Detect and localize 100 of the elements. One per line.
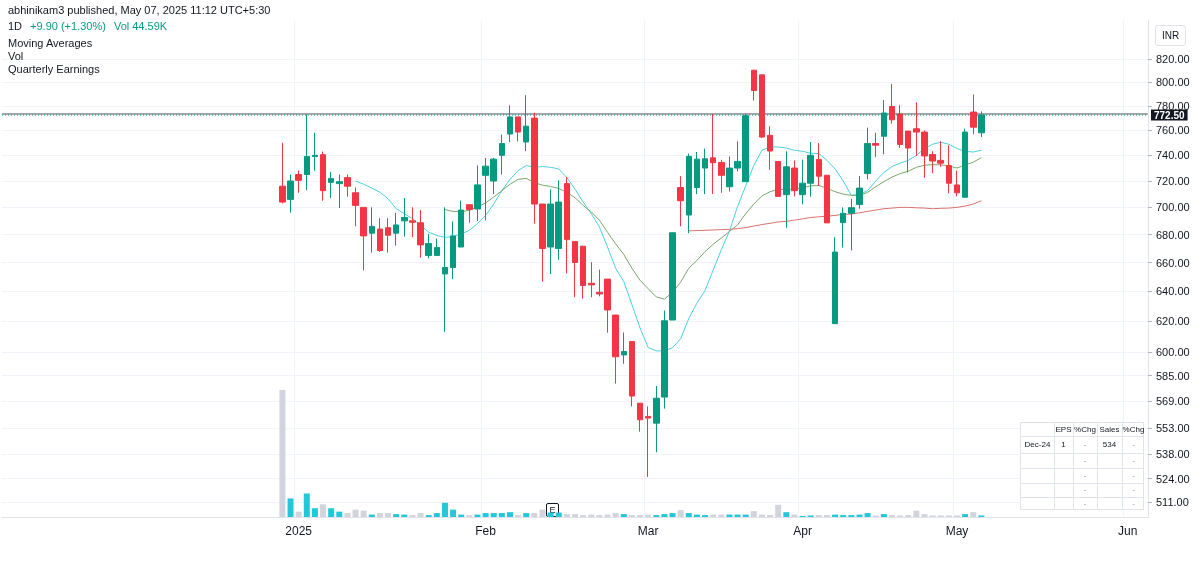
candlestick [466, 204, 473, 224]
candlestick [905, 130, 911, 173]
y-tick-label: 538.00 [1156, 447, 1190, 460]
chart-subtitle: +9.90 (+1.30%) [30, 20, 106, 32]
bar [279, 390, 286, 517]
bar [539, 509, 546, 517]
annotation: 1 [1060, 439, 1067, 451]
candlestick [580, 245, 586, 300]
candlestick [612, 314, 619, 385]
bar [352, 509, 359, 517]
candlestick [759, 74, 765, 139]
y-tick-label: 524.00 [1156, 472, 1190, 485]
candlestick [889, 83, 895, 125]
y-tick-label: 640.00 [1156, 285, 1190, 298]
candlestick [946, 144, 952, 194]
y-tick-label: 720.00 [1156, 174, 1190, 187]
y-tick-label: 740.00 [1156, 149, 1190, 162]
candlestick [824, 174, 830, 224]
bar [311, 508, 318, 517]
candlestick [377, 217, 383, 253]
bar [385, 513, 392, 517]
bar [523, 513, 530, 517]
candlestick [369, 206, 375, 254]
candlestick [515, 116, 521, 142]
candlestick [287, 174, 294, 214]
candlestick [629, 341, 635, 407]
bar [612, 513, 619, 517]
candlestick [864, 127, 871, 180]
bar [344, 513, 351, 517]
bar [864, 513, 871, 517]
candlestick [450, 220, 456, 280]
y-tick-label: 800.00 [1156, 76, 1190, 89]
y-tick-label: 600.00 [1156, 345, 1190, 358]
candlestick [434, 238, 440, 256]
bar [685, 513, 692, 517]
candlestick [572, 240, 578, 298]
y-tick-label: 511.00 [1156, 496, 1189, 509]
candlestick [791, 159, 798, 197]
candlestick [954, 170, 960, 197]
candlestick [295, 170, 302, 194]
annotation: - [1131, 470, 1136, 482]
candlestick [352, 187, 359, 227]
bar [677, 510, 684, 517]
candlestick [832, 236, 838, 325]
bar [433, 513, 440, 517]
candlestick [637, 402, 643, 433]
bar [620, 514, 627, 517]
annotation: Dec-24 [1023, 439, 1052, 451]
annotation: E [546, 503, 559, 517]
candlestick [360, 206, 367, 271]
candlestick [710, 113, 716, 195]
candlestick [564, 176, 570, 274]
line-series [444, 157, 982, 300]
candlestick [320, 151, 326, 202]
bar [563, 514, 570, 517]
candlestick [840, 206, 846, 249]
bar [669, 513, 676, 517]
candlestick [775, 160, 781, 197]
candlestick [694, 151, 700, 195]
bar [880, 514, 887, 517]
candlestick [401, 197, 408, 238]
annotation: - [1082, 455, 1088, 467]
bar [531, 513, 538, 517]
x-tick-label: Jun [1118, 524, 1138, 538]
annotation: - [1082, 470, 1088, 482]
annotation: EPS [1054, 424, 1073, 436]
candlestick [385, 217, 391, 254]
candlestick [677, 175, 684, 227]
bar [783, 512, 790, 517]
candlestick [499, 134, 505, 176]
x-tick-label: 2025 [285, 524, 313, 538]
bar [506, 512, 513, 517]
candlestick [336, 174, 343, 209]
x-tick-label: Mar [637, 524, 659, 538]
annotation: Moving Averages [8, 37, 93, 50]
bar [913, 510, 920, 517]
candlestick [767, 125, 773, 171]
bar [572, 514, 578, 517]
bar [441, 502, 448, 517]
candlestick [588, 261, 595, 298]
y-tick-label: 760.00 [1156, 124, 1190, 137]
candlestick [686, 153, 692, 234]
bar [482, 513, 489, 517]
candlestick [279, 142, 286, 204]
annotation: - [1082, 498, 1088, 510]
candlestick [393, 212, 399, 247]
bar [450, 509, 457, 517]
line-series [355, 141, 982, 352]
annotation: - [1082, 439, 1088, 451]
bar [661, 514, 668, 517]
y-axis-title: INR [1155, 25, 1187, 46]
y-tick-label: 660.00 [1156, 256, 1190, 269]
x-tick-label: Apr [793, 524, 812, 538]
y-tick-label: 569.00 [1156, 395, 1190, 408]
annotation: %Chg [1073, 424, 1097, 436]
chart-title: 1D [8, 20, 23, 32]
bar [750, 511, 757, 517]
annotation: Vol [8, 50, 24, 63]
bar [921, 514, 928, 517]
x-tick-label: May [945, 524, 969, 538]
